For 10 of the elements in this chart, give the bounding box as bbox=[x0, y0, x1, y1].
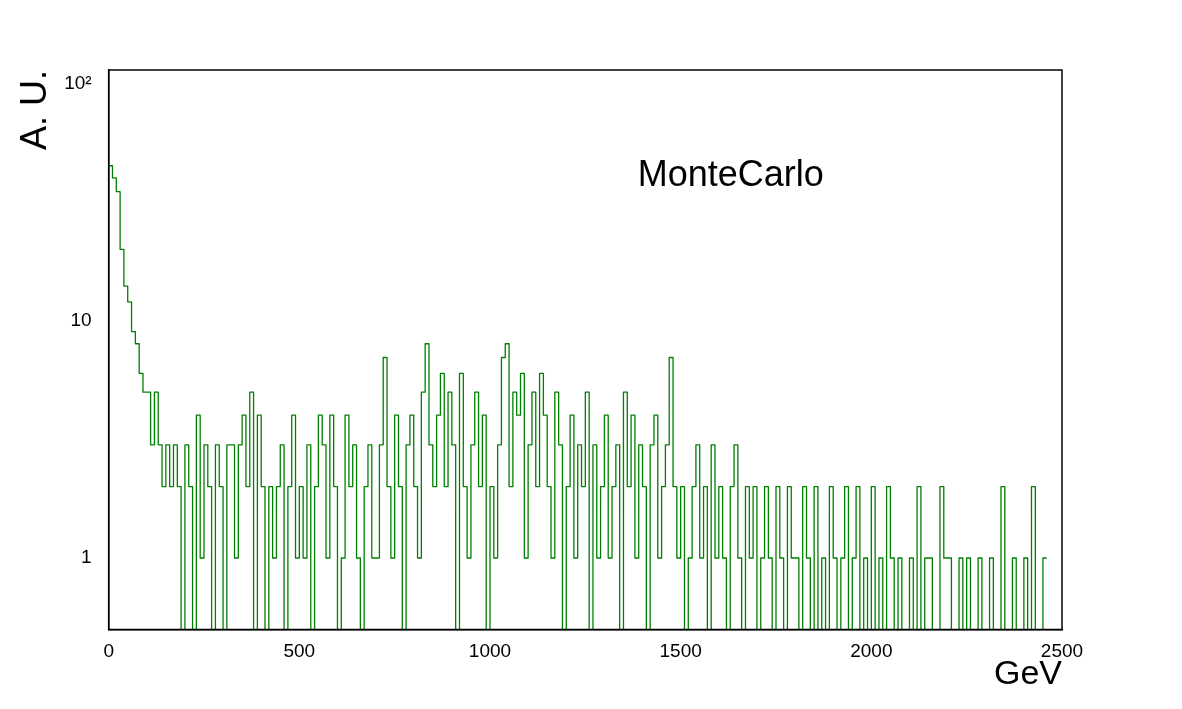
x-tick-label: 2000 bbox=[850, 640, 893, 662]
y-tick-label: 10 bbox=[70, 308, 92, 330]
x-tick-label: 1500 bbox=[659, 640, 702, 662]
x-tick-label: 1000 bbox=[468, 640, 512, 662]
x-tick-label: 0 bbox=[103, 640, 114, 662]
y-tick-label: 1 bbox=[81, 546, 92, 568]
y-tick-label: 10² bbox=[64, 71, 92, 93]
annotation: MonteCarlo bbox=[637, 153, 824, 195]
y-axis-title: A. U. bbox=[12, 70, 54, 151]
x-tick-label: 500 bbox=[283, 640, 316, 662]
